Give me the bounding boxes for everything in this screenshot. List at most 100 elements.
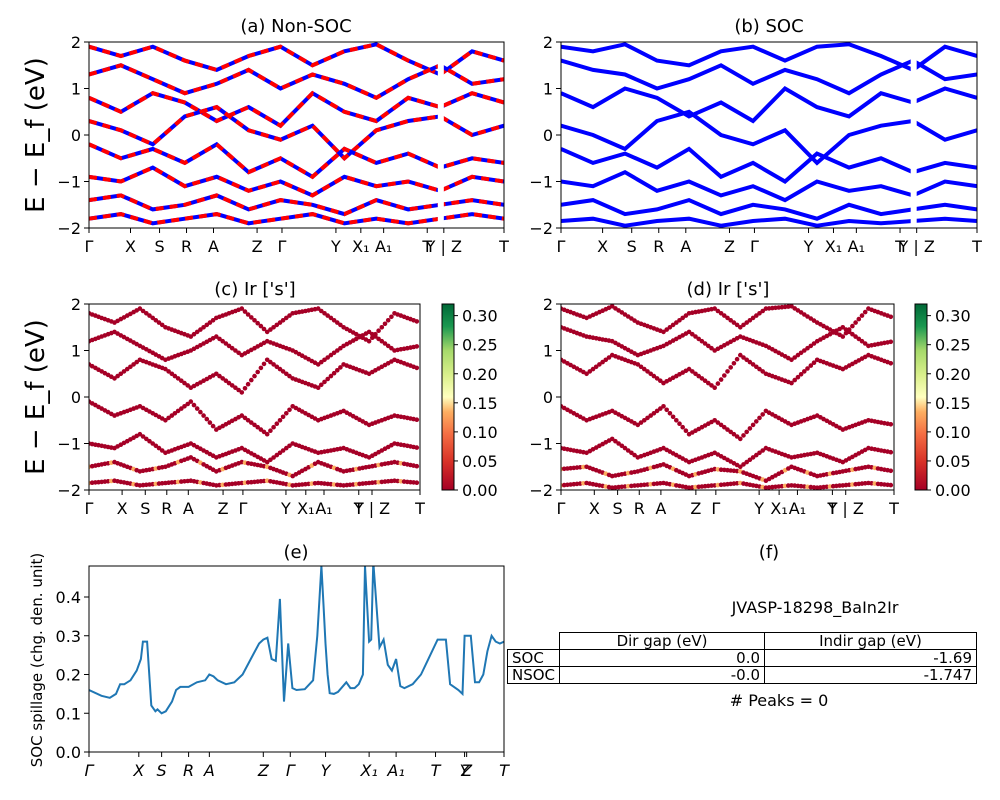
x-tick-label: Z (724, 237, 735, 256)
y-tick-label: 0 (543, 388, 553, 407)
band-point (722, 313, 727, 318)
band-point (268, 457, 273, 463)
band-point (226, 380, 232, 386)
band-point (706, 343, 711, 349)
band-point (792, 377, 797, 383)
band-point (373, 334, 378, 339)
x-tick-label: T (827, 499, 838, 518)
band-point (622, 445, 628, 451)
band-point (642, 418, 647, 423)
band-point (686, 366, 692, 372)
band-point (795, 352, 801, 358)
band-point (128, 364, 133, 370)
band-point (382, 341, 388, 346)
band-point (258, 323, 264, 329)
band-point (226, 343, 232, 349)
colorbar-tick-label: 0.25 (462, 336, 498, 355)
band-line-down (89, 63, 504, 101)
band-point (274, 364, 280, 370)
band-point (338, 345, 343, 351)
band-line (561, 146, 977, 184)
band-point (734, 322, 740, 328)
band-point (702, 341, 708, 346)
band-point (207, 320, 213, 325)
band-point (757, 415, 762, 421)
band-point (699, 338, 705, 344)
band-point (242, 415, 248, 421)
band-point (738, 436, 743, 442)
band-point (856, 316, 862, 322)
band-point (706, 380, 711, 386)
y-tick-label: −2 (529, 219, 553, 238)
band-point (651, 411, 657, 416)
band-point (188, 399, 194, 404)
x-tick-label: T (498, 237, 509, 256)
x-tick-label: Y | Z (425, 237, 462, 256)
band-point (654, 376, 660, 381)
band-point (642, 366, 647, 372)
band-point (888, 449, 894, 455)
band-point (638, 420, 644, 425)
band-point (738, 325, 743, 330)
band-point (280, 414, 286, 420)
gap-table-corner (508, 633, 560, 650)
colorbar-tick-label: 0.15 (935, 394, 971, 413)
band-point (808, 343, 814, 349)
band-point (715, 381, 721, 386)
band-point (725, 427, 730, 432)
band-point (750, 422, 756, 428)
band-line-down (89, 141, 504, 180)
axes-frame (88, 565, 505, 753)
band-line (561, 169, 977, 203)
band-point (712, 385, 717, 391)
colorbar-tick-label: 0.20 (462, 365, 498, 384)
band-point (718, 422, 724, 428)
band-point (249, 315, 254, 320)
x-tick-label: Γ (278, 237, 287, 256)
band-point (670, 414, 676, 420)
band-point (414, 417, 420, 423)
band-point (268, 359, 273, 365)
x-tick-label: Z (218, 499, 229, 518)
band-point (712, 306, 717, 311)
band-point (888, 361, 894, 366)
band-point (696, 336, 701, 342)
band-point (731, 431, 737, 437)
x-tick-label: S (627, 237, 637, 256)
band-point (274, 322, 280, 328)
band-point (389, 314, 394, 320)
band-point (690, 331, 695, 337)
band-point (188, 334, 194, 339)
band-point (846, 329, 852, 335)
gap-table: Dir gap (eV) Indir gap (eV) SOC 0.0 -1.6… (506, 632, 977, 684)
band-point (760, 412, 765, 417)
x-tick-label: T (421, 237, 432, 256)
band-point (287, 373, 292, 379)
x-tick-label: X₁ (825, 237, 842, 256)
band-point (683, 428, 689, 434)
x-tick-label: Γ (750, 237, 759, 256)
band-point (798, 350, 804, 356)
y-tick-label: 0.1 (56, 704, 81, 723)
band-point (747, 426, 753, 431)
band-point (734, 434, 740, 439)
band-point (338, 322, 343, 328)
band-point (750, 315, 756, 321)
y-tick-label: −1 (529, 173, 553, 192)
band-point (264, 431, 270, 437)
colorbar-tick-label: 0.20 (935, 365, 971, 384)
band-point (802, 369, 807, 374)
band-point (366, 329, 372, 335)
band-point (182, 404, 187, 409)
row-label-soc: SOC (506, 649, 561, 667)
x-tick-label: Γ (557, 499, 566, 518)
x-tick-label: X₁ (359, 761, 377, 780)
y-tick-label: 2 (71, 33, 81, 52)
band-point (712, 418, 717, 423)
band-point (702, 378, 708, 384)
x-tick-label: Y (753, 499, 764, 518)
band-point (741, 433, 746, 438)
band-point (853, 334, 858, 339)
band-point (376, 328, 381, 334)
band-point (674, 418, 679, 423)
